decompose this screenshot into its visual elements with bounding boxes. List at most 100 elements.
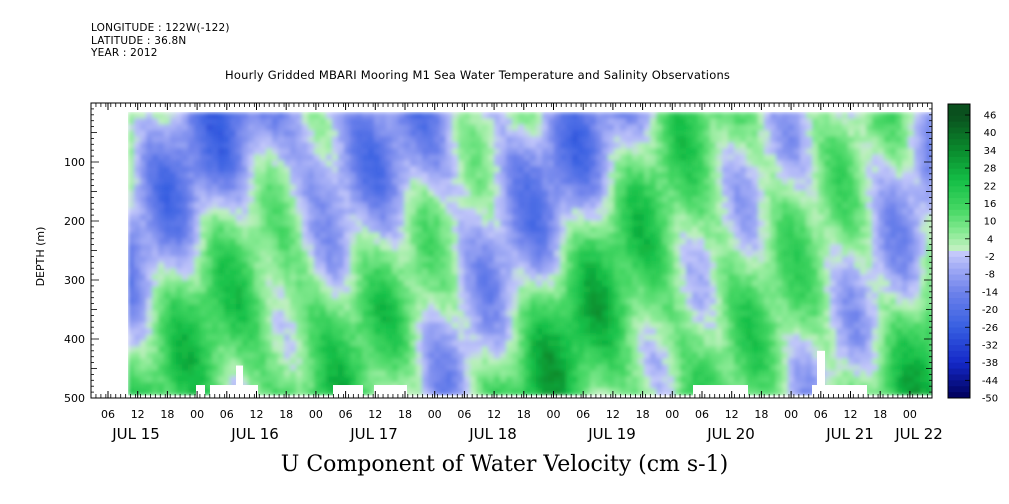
x-date-label: JUL 20 <box>706 425 755 443</box>
x-hour-tick-label: 06 <box>814 408 828 421</box>
missing-data-gap <box>817 350 825 398</box>
colorbar-segment <box>948 115 970 123</box>
chart-title: Hourly Gridded MBARI Mooring M1 Sea Wate… <box>225 68 731 82</box>
colorbar-segment <box>948 198 970 205</box>
colorbar-segment <box>948 368 970 375</box>
x-date-label: JUL 18 <box>468 425 517 443</box>
x-date-label: JUL 22 <box>894 425 943 443</box>
colorbar-segment <box>948 286 970 293</box>
y-tick-label: 100 <box>64 156 85 169</box>
colorbar-segment <box>948 215 970 223</box>
x-hour-tick-label: 06 <box>576 408 590 421</box>
colorbar-segment <box>948 109 970 117</box>
x-hour-tick-label: 18 <box>160 408 174 421</box>
colorbar-segment <box>948 180 970 187</box>
colorbar-label: -20 <box>982 305 998 316</box>
chart-subtitle: U Component of Water Velocity (cm s-1) <box>280 452 729 477</box>
colorbar-segment <box>948 386 970 393</box>
colorbar-segment <box>948 292 970 299</box>
colorbar-segment <box>948 356 970 364</box>
colorbar-label: 46 <box>984 111 997 122</box>
longitude-label: LONGITUDE : 122W(-122) <box>91 22 230 34</box>
colorbar-segment <box>948 309 970 317</box>
x-date-label: JUL 15 <box>111 425 160 443</box>
x-hour-tick-label: 12 <box>131 408 145 421</box>
x-hour-tick-label: 12 <box>725 408 739 421</box>
x-hour-tick-label: 12 <box>844 408 858 421</box>
colorbar-segment <box>948 374 970 381</box>
x-hour-tick-label: 06 <box>695 408 709 421</box>
colorbar-segment <box>948 139 970 146</box>
colorbar-label: -32 <box>982 340 998 351</box>
colorbar-segment <box>948 162 970 170</box>
missing-data-gap <box>236 365 243 398</box>
colorbar-segment <box>948 380 970 387</box>
colorbar-segment <box>948 251 970 258</box>
missing-data-gap <box>333 385 363 398</box>
colorbar-segment <box>948 127 970 134</box>
colorbar-segment <box>948 133 970 140</box>
colorbar-label: -8 <box>985 270 995 281</box>
y-tick-label: 300 <box>64 274 85 287</box>
x-date-label: JUL 19 <box>587 425 636 443</box>
colorbar-label: -38 <box>982 358 998 369</box>
colorbar-segment <box>948 174 970 181</box>
colorbar-segment <box>948 186 970 193</box>
colorbar-segment <box>948 268 970 276</box>
colorbar-segment <box>948 315 970 323</box>
colorbar-label: -14 <box>982 287 998 298</box>
colorbar-segment <box>948 362 970 370</box>
colorbar-label: 10 <box>984 217 997 228</box>
colorbar-label: 40 <box>984 128 997 139</box>
x-hour-tick-label: 12 <box>487 408 501 421</box>
colorbar-segment <box>948 233 970 240</box>
year-label: YEAR : 2012 <box>91 47 158 59</box>
colorbar: 46 40 34 28 22 16 10 4 -2 -8 -14 -20 -26 -32 -38 -44 -50 <box>947 103 998 405</box>
y-tick-label: 400 <box>64 333 85 346</box>
colorbar-label: -26 <box>982 323 998 334</box>
x-hour-tick-label: 18 <box>754 408 768 421</box>
x-hour-tick-label: 06 <box>101 408 115 421</box>
x-hour-tick-label: 00 <box>784 408 798 421</box>
colorbar-label: -44 <box>982 376 998 387</box>
latitude-label: LATITUDE : 36.8N <box>91 34 187 47</box>
colorbar-segment <box>948 327 970 334</box>
colorbar-label: -50 <box>982 394 998 405</box>
colorbar-segment <box>948 262 970 270</box>
colorbar-label: 28 <box>984 164 997 175</box>
x-hour-tick-label: 00 <box>309 408 323 421</box>
x-hour-tick-label: 06 <box>339 408 353 421</box>
colorbar-label: 22 <box>984 181 997 192</box>
colorbar-segment <box>948 168 970 176</box>
colorbar-label: 4 <box>987 234 993 245</box>
colorbar-segment <box>948 203 970 211</box>
colorbar-segment <box>948 339 970 346</box>
x-hour-tick-label: 12 <box>606 408 620 421</box>
x-hour-tick-label: 18 <box>636 408 650 421</box>
x-hour-tick-label: 18 <box>517 408 531 421</box>
header-info: LONGITUDE : 122W(-122) LATITUDE : 36.8N … <box>91 22 230 60</box>
x-hour-tick-label: 00 <box>665 408 679 421</box>
colorbar-segment <box>948 227 970 234</box>
x-hour-tick-label: 18 <box>873 408 887 421</box>
x-hour-tick-label: 00 <box>547 408 561 421</box>
velocity-field <box>128 112 932 398</box>
colorbar-segment <box>948 151 970 158</box>
colorbar-segment <box>948 321 970 328</box>
colorbar-segment <box>948 303 970 311</box>
colorbar-segment <box>948 104 970 111</box>
x-hour-tick-label: 06 <box>457 408 471 421</box>
colorbar-segment <box>948 274 970 281</box>
colorbar-label: 34 <box>984 146 997 157</box>
missing-data-gap <box>374 385 407 398</box>
colorbar-segment <box>948 350 970 358</box>
x-hour-tick-label: 18 <box>398 408 412 421</box>
colorbar-segment <box>948 392 970 399</box>
x-hour-tick-label: 00 <box>428 408 442 421</box>
colorbar-segment <box>948 192 970 199</box>
colorbar-segment <box>948 221 970 228</box>
colorbar-segment <box>948 298 970 305</box>
axes: 06 12 18 00 06 12 18 00 06 12 18 00 06 12 18 00 06 12 18 00… <box>34 102 943 443</box>
x-date-label: JUL 17 <box>349 425 398 443</box>
y-axis-label: DEPTH (m) <box>34 227 47 287</box>
